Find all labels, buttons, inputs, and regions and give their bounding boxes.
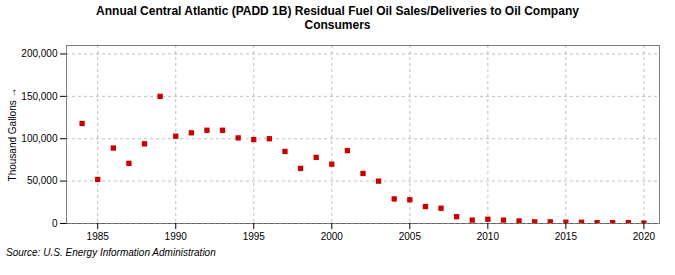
svg-text:200,000: 200,000 (21, 48, 58, 59)
svg-text:0: 0 (52, 217, 58, 228)
svg-text:150,000: 150,000 (21, 90, 58, 101)
svg-text:1995: 1995 (243, 230, 266, 241)
svg-text:2015: 2015 (555, 230, 578, 241)
svg-text:1985: 1985 (87, 230, 110, 241)
svg-text:2020: 2020 (633, 230, 656, 241)
svg-text:100,000: 100,000 (21, 133, 58, 144)
html-text:Annual Central Atlantic (PADD: Annual Central Atlantic (PADD 1B) Residu… (96, 4, 579, 33)
html-text:Source: U.S. Energy Informatio: Source: U.S. Energy Information Administ… (6, 246, 216, 258)
svg-text:50,000: 50,000 (27, 175, 58, 186)
svg-text:2005: 2005 (399, 230, 422, 241)
svg-text:1990: 1990 (165, 230, 188, 241)
svg-text:2000: 2000 (321, 230, 344, 241)
svg-text:Thousand Gallons →: Thousand Gallons → (7, 87, 18, 181)
svg-text:2010: 2010 (477, 230, 500, 241)
